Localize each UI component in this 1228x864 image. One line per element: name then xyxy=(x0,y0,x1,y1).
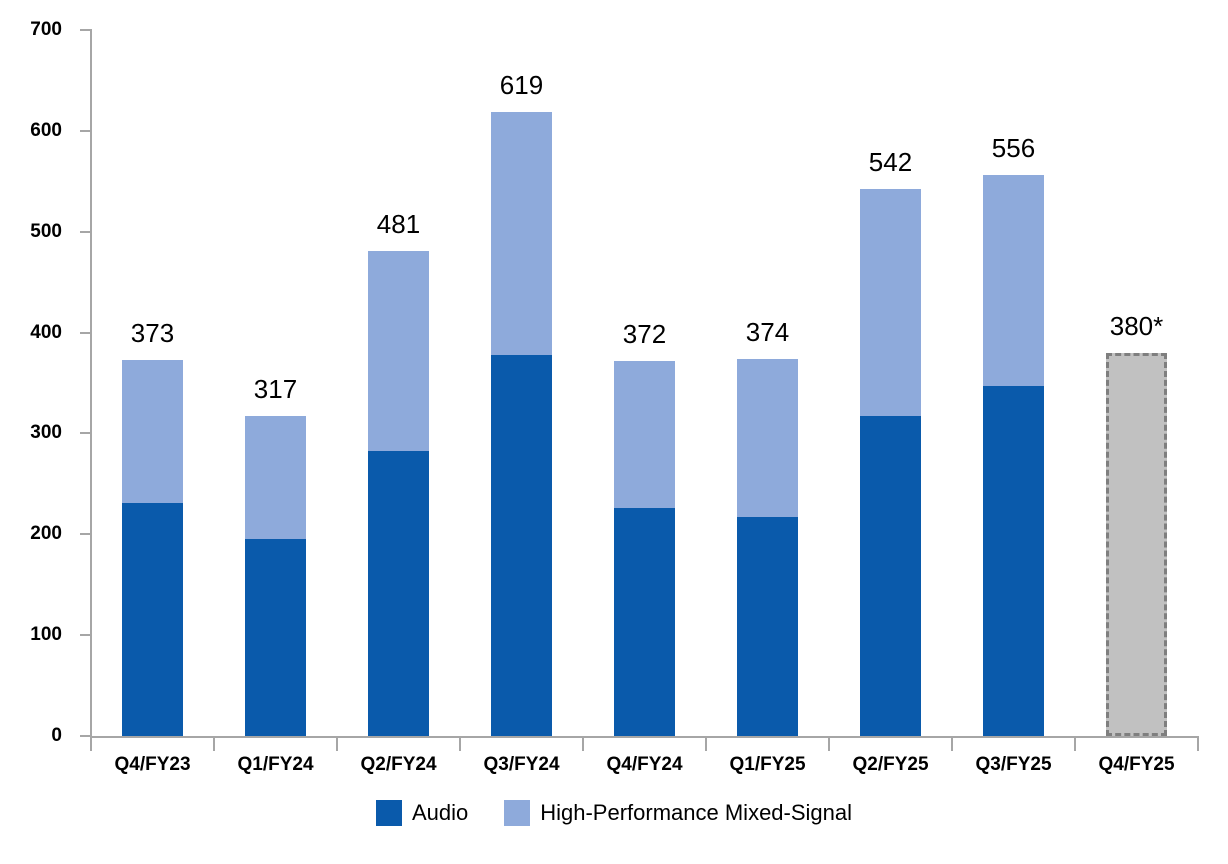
x-axis-tick xyxy=(951,738,953,751)
y-axis-tick xyxy=(80,129,91,132)
y-axis-line xyxy=(90,29,92,751)
y-axis-tick-label: 400 xyxy=(30,321,62,343)
bar-segment-hpms xyxy=(368,250,429,451)
bar-segment-audio xyxy=(491,354,552,736)
bar-segment-audio xyxy=(983,386,1044,736)
legend: Audio High-Performance Mixed-Signal xyxy=(0,800,1228,826)
x-axis-tick xyxy=(705,738,707,751)
legend-swatch-hpms xyxy=(504,800,531,826)
bar-segment-audio xyxy=(245,539,306,736)
x-axis-category-label: Q3/FY25 xyxy=(975,754,1052,775)
legend-swatch-audio xyxy=(375,800,402,826)
x-axis-tick xyxy=(1197,738,1199,751)
bar-total-label: 374 xyxy=(745,316,790,347)
y-axis-tick xyxy=(80,230,91,233)
bar-segment-hpms xyxy=(122,359,183,503)
y-axis-tick xyxy=(80,29,91,31)
y-axis-tick xyxy=(80,735,91,737)
y-axis-tick-label: 100 xyxy=(30,624,62,646)
y-axis-tick xyxy=(80,634,91,637)
bar-total-label: 556 xyxy=(991,133,1036,164)
bar-segment-hpms xyxy=(614,360,675,509)
x-axis-line xyxy=(90,736,1199,738)
y-axis-tick-label: 200 xyxy=(30,523,62,545)
x-axis-category-label: Q2/FY24 xyxy=(360,754,437,775)
bar-forecast xyxy=(1106,352,1167,736)
x-axis-tick xyxy=(828,738,830,751)
x-axis-category-label: Q2/FY25 xyxy=(852,754,929,775)
y-axis-tick-label: 600 xyxy=(30,119,62,141)
x-axis-tick xyxy=(213,738,215,751)
legend-label-audio: Audio xyxy=(411,800,469,825)
bar-segment-hpms xyxy=(491,111,552,355)
x-axis-tick xyxy=(1074,738,1076,751)
x-axis-tick xyxy=(90,738,92,751)
x-axis-tick xyxy=(582,738,584,751)
bar-total-label: 380* xyxy=(1109,310,1164,341)
bar-segment-audio xyxy=(122,503,183,736)
bar-segment-hpms xyxy=(860,189,921,417)
x-axis-category-label: Q4/FY25 xyxy=(1098,754,1175,775)
bar-segment-hpms xyxy=(737,358,798,518)
y-axis-tick xyxy=(80,533,91,536)
bar-segment-hpms xyxy=(245,416,306,540)
legend-item-hpms: High-Performance Mixed-Signal xyxy=(504,800,852,826)
x-axis-category-label: Q4/FY24 xyxy=(606,754,683,775)
x-axis-category-label: Q1/FY24 xyxy=(237,754,314,775)
legend-item-audio: Audio xyxy=(375,800,469,826)
x-axis-category-label: Q3/FY24 xyxy=(483,754,560,775)
x-axis-tick xyxy=(459,738,461,751)
bar-segment-audio xyxy=(737,517,798,736)
bar-total-label: 619 xyxy=(499,69,544,100)
bar-segment-audio xyxy=(614,508,675,736)
x-axis-tick xyxy=(336,738,338,751)
bar-total-label: 542 xyxy=(868,147,913,178)
x-axis-category-label: Q1/FY25 xyxy=(729,754,806,775)
y-axis-tick-label: 700 xyxy=(30,19,62,40)
y-axis-tick-label: 300 xyxy=(30,422,62,444)
bar-segment-audio xyxy=(860,416,921,736)
bar-total-label: 372 xyxy=(622,318,667,349)
y-axis-tick xyxy=(80,331,91,334)
bar-total-label: 481 xyxy=(376,208,421,239)
y-axis-tick xyxy=(80,432,91,435)
bar-segment-audio xyxy=(368,450,429,736)
x-axis-category-label: Q4/FY23 xyxy=(114,754,191,775)
y-axis-tick-label: 500 xyxy=(30,220,62,242)
legend-label-hpms: High-Performance Mixed-Signal xyxy=(540,800,853,825)
bar-total-label: 317 xyxy=(253,374,298,405)
bar-segment-hpms xyxy=(983,175,1044,386)
bar-total-label: 373 xyxy=(130,317,175,348)
y-axis-tick-label: 0 xyxy=(51,725,62,746)
